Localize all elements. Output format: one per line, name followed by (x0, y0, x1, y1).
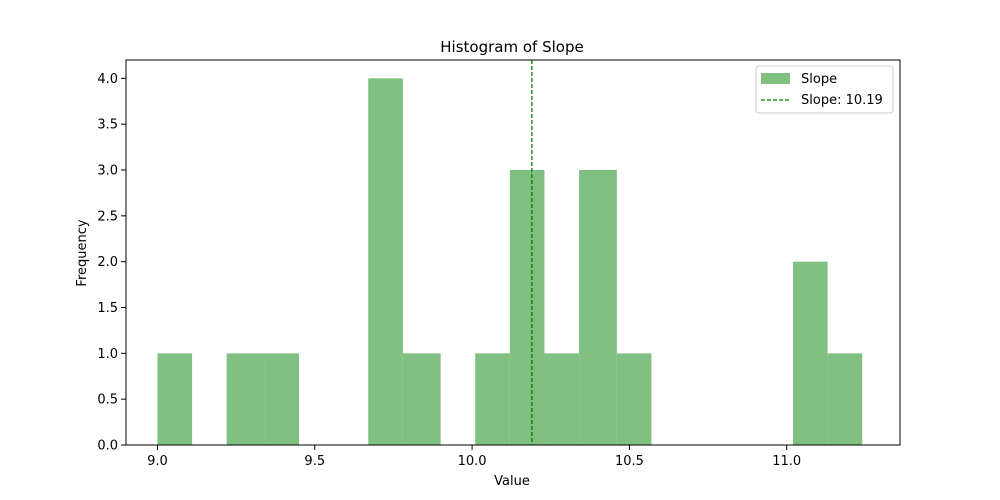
x-tick-label: 10.0 (458, 454, 487, 469)
histogram-bar-3 (264, 353, 300, 445)
legend-slope-patch (761, 73, 790, 84)
y-tick-label: 2.0 (97, 255, 118, 270)
histogram-bar-12 (579, 170, 617, 445)
plot-frame (125, 59, 901, 446)
y-tick-label: 0.0 (97, 439, 118, 454)
histogram-bar-0 (157, 353, 193, 445)
legend-slope-label: Slope (801, 72, 837, 87)
x-tick-label: 9.5 (304, 454, 325, 469)
legend-box (755, 65, 894, 114)
y-tick-label: 0.5 (97, 393, 118, 408)
y-tick-label: 1.0 (97, 347, 118, 362)
bars-group (157, 78, 863, 445)
x-tick-label: 10.5 (615, 454, 644, 469)
x-tick-label: 9.0 (147, 454, 168, 469)
histogram-bar-9 (475, 353, 510, 445)
histogram-bar-19 (827, 353, 863, 445)
x-axis-label: Value (494, 474, 530, 489)
histogram-bar-6 (368, 78, 403, 445)
y-axis-label: Frequency (75, 219, 90, 286)
y-tick-label: 2.5 (97, 209, 118, 224)
histogram-bar-10 (509, 170, 545, 445)
y-tick-label: 3.0 (97, 164, 118, 179)
y-tick-label: 3.5 (97, 118, 118, 133)
histogram-bar-13 (616, 353, 652, 445)
chart-title: Histogram of Slope (440, 38, 583, 56)
y-tick-label: 4.0 (97, 72, 118, 87)
x-axis-ticks: 9.0 9.5 10.0 10.5 11.0 (147, 445, 801, 469)
legend: Slope Slope: 10.19 (755, 65, 894, 114)
x-tick-label: 11.0 (772, 454, 801, 469)
legend-reference-label: Slope: 10.19 (801, 93, 883, 108)
y-axis-ticks: 0.0 0.5 1.0 1.5 2.0 2.5 3.0 3.5 4.0 (97, 72, 126, 454)
histogram-bar-11 (544, 353, 580, 445)
histogram-bar-18 (793, 261, 828, 445)
y-tick-label: 1.5 (97, 301, 118, 316)
histogram-bar-2 (226, 353, 265, 445)
histogram-bar-7 (402, 353, 441, 445)
